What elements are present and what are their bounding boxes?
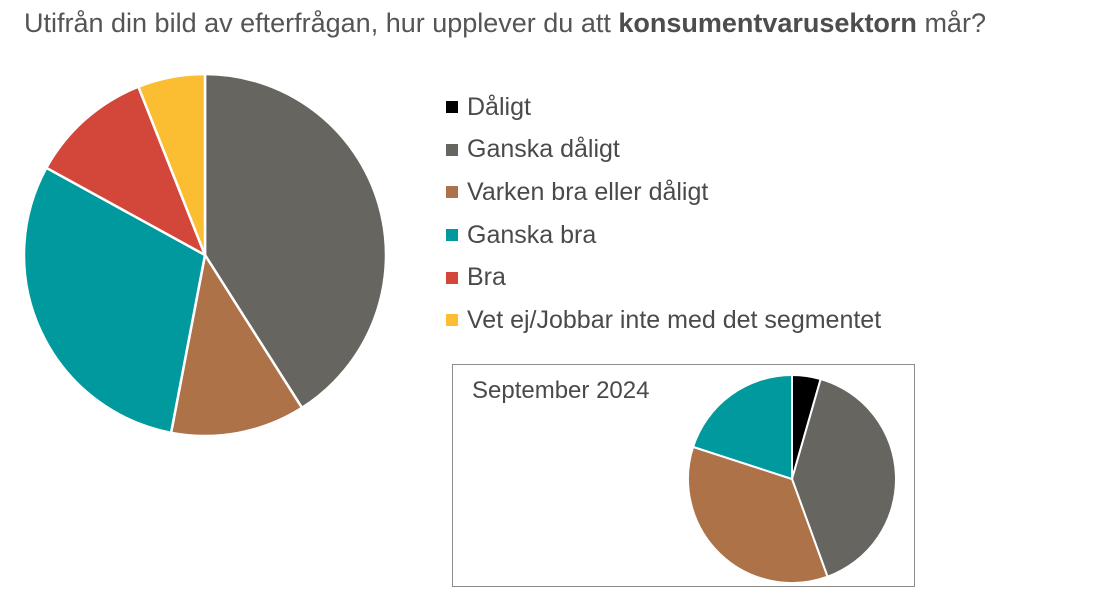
legend-label: Dåligt: [467, 92, 531, 121]
legend-item-bra: Bra: [446, 256, 881, 299]
legend-swatch: [446, 314, 458, 327]
legend-swatch: [446, 143, 458, 156]
inset-pie-chart: [687, 374, 897, 584]
title-text: Utifrån din bild av efterfrågan, hur upp…: [24, 8, 619, 38]
pie-slice-vet-ej-jobbar-inte-med-det-segmentet: [137, 72, 207, 257]
legend-swatch: [446, 186, 458, 199]
legend-item-ganska-bra: Ganska bra: [446, 214, 881, 257]
pie-slice-ganska-daligt: [791, 378, 897, 578]
legend-swatch: [446, 229, 458, 242]
legend-label: Ganska bra: [467, 220, 597, 249]
comparison-inset: September 2024: [452, 364, 915, 587]
main-pie-chart: [22, 72, 388, 438]
pie-slice-varken-bra-eller-daligt: [169, 253, 304, 438]
title-bold-text: konsumentvarusektorn: [618, 8, 917, 38]
pie-slice-varken-bra-eller-daligt: [687, 445, 829, 584]
pie-slice-ganska-bra: [22, 166, 207, 435]
legend-label: Bra: [467, 263, 506, 292]
legend-swatch: [446, 101, 458, 114]
legend-item-daligt: Dåligt: [446, 86, 881, 129]
legend-label: Vet ej/Jobbar inte med det segmentet: [467, 305, 882, 334]
chart-legend: Dåligt Ganska dåligt Varken bra eller då…: [446, 86, 881, 342]
legend-label: Ganska dåligt: [467, 135, 620, 164]
legend-swatch: [446, 271, 458, 284]
pie-slice-ganska-bra: [692, 374, 793, 480]
legend-item-ganska-daligt: Ganska dåligt: [446, 129, 881, 172]
pie-slice-bra: [45, 85, 207, 257]
legend-item-varken: Varken bra eller dåligt: [446, 171, 881, 214]
title-suffix: mår?: [916, 8, 986, 38]
inset-title: September 2024: [472, 377, 650, 404]
legend-item-vet-ej: Vet ej/Jobbar inte med det segmentet: [446, 299, 881, 342]
legend-label: Varken bra eller dåligt: [467, 177, 709, 206]
page-title: Utifrån din bild av efterfrågan, hur upp…: [24, 8, 986, 39]
